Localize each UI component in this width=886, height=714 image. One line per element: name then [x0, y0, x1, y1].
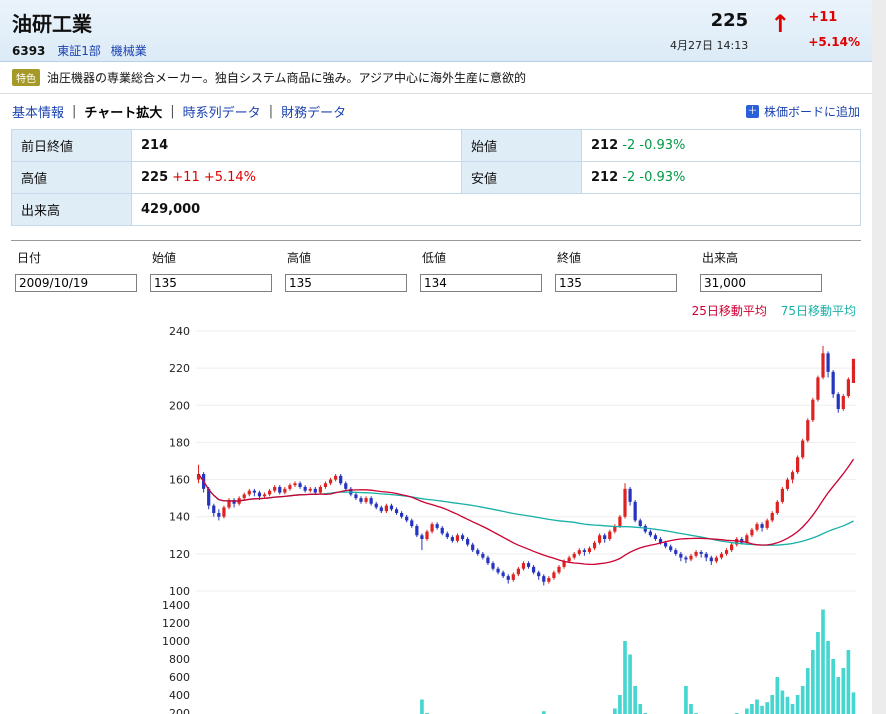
table-row: 高値 225 +11 +5.14% 安値 212 -2 -0.93%	[11, 161, 861, 194]
candles	[196, 345, 856, 586]
svg-text:140: 140	[169, 511, 190, 524]
open-value: 212	[591, 138, 619, 153]
tab-time-series[interactable]: 時系列データ	[182, 106, 261, 121]
high-input[interactable]	[285, 274, 407, 292]
svg-text:400: 400	[169, 689, 190, 702]
stock-identity: 油研工業 6393 東証1部 機械業	[12, 8, 153, 59]
quote-datetime: 4月27日 14:13	[670, 39, 749, 52]
svg-text:200: 200	[169, 399, 190, 412]
up-arrow-icon: ↑	[770, 10, 791, 38]
volume-input[interactable]	[700, 274, 822, 292]
price-change: +11	[808, 10, 838, 25]
open-change: -2 -0.93%	[622, 138, 686, 153]
svg-text:220: 220	[169, 362, 190, 375]
svg-text:1400: 1400	[162, 599, 190, 612]
svg-text:240: 240	[169, 325, 190, 338]
current-price: 225	[710, 10, 749, 31]
quote-summary-table: 前日終値 214 始値 212 -2 -0.93% 高値 225 +11 +5.…	[11, 129, 861, 226]
high-label: 高値	[11, 161, 132, 194]
add-board-label: 株価ボードに追加	[763, 105, 860, 119]
entry-header-high: 高値	[287, 251, 312, 265]
low-value: 212	[591, 170, 619, 185]
high-change: +11 +5.14%	[172, 170, 257, 185]
grid	[196, 330, 856, 592]
nav-separator: |	[268, 104, 274, 119]
svg-text:100: 100	[169, 585, 190, 598]
feature-badge: 特色	[12, 69, 40, 86]
tab-basic-info[interactable]: 基本情報	[12, 106, 65, 121]
low-label: 安値	[461, 161, 582, 194]
prev-close-label: 前日終値	[11, 129, 132, 162]
data-entry-section: 日付 始値 高値 低値 終値 出来高	[11, 240, 861, 292]
entry-header-volume: 出来高	[702, 251, 739, 265]
add-board-icon: ＋	[745, 105, 759, 118]
close-input[interactable]	[555, 274, 677, 292]
svg-text:180: 180	[169, 436, 190, 449]
quote-block: 225 4月27日 14:13 ↑ +11 +5.14%	[670, 8, 860, 53]
volume-value: 429,000	[141, 202, 201, 217]
svg-text:600: 600	[169, 671, 190, 684]
tab-financial[interactable]: 財務データ	[281, 106, 347, 121]
stock-code: 6393	[12, 44, 46, 58]
high-value: 225	[141, 170, 169, 185]
table-row: 出来高 429,000	[11, 193, 861, 226]
open-label: 始値	[461, 129, 582, 162]
header: 油研工業 6393 東証1部 機械業 225 4月27日 14:13 ↑ +11…	[0, 0, 872, 62]
volume-bars	[420, 609, 856, 714]
chart-legend: 25日移動平均 75日移動平均	[0, 302, 856, 319]
open-input[interactable]	[150, 274, 272, 292]
svg-text:160: 160	[169, 474, 190, 487]
svg-text:800: 800	[169, 653, 190, 666]
price-change-pct: +5.14%	[808, 35, 860, 49]
market-link[interactable]: 東証1部	[57, 44, 101, 58]
feature-text: 油圧機器の専業総合メーカー。独自システム商品に強み。アジア中心に海外生産に意欲的	[47, 71, 527, 85]
nav-separator: |	[72, 104, 77, 119]
industry-link[interactable]: 機械業	[110, 44, 147, 58]
moving-averages	[197, 458, 855, 566]
entry-header-date: 日付	[17, 251, 42, 265]
svg-text:200: 200	[169, 707, 190, 714]
svg-text:120: 120	[169, 548, 190, 561]
entry-header-low: 低値	[422, 251, 447, 265]
volume-label: 出来高	[11, 193, 132, 226]
entry-header-open: 始値	[152, 251, 177, 265]
add-to-board-link[interactable]: ＋ 株価ボードに追加	[745, 103, 860, 120]
nav-bar: 基本情報 | チャート拡大 | 時系列データ | 財務データ ＋ 株価ボードに追…	[0, 94, 872, 127]
date-input[interactable]	[15, 274, 137, 292]
tab-chart-expand[interactable]: チャート拡大	[84, 106, 163, 121]
svg-text:1000: 1000	[162, 635, 190, 648]
prev-close-value: 214	[141, 138, 169, 153]
nav-separator: |	[170, 104, 175, 119]
stock-chart: 240 220 200 180 160 140 120 100 1400 1200 1000 800 6…	[148, 323, 872, 714]
legend-ma75: 75日移動平均	[780, 304, 856, 318]
svg-text:1200: 1200	[162, 617, 190, 630]
stock-name: 油研工業	[12, 12, 92, 36]
legend-ma25: 25日移動平均	[691, 304, 767, 318]
entry-header-close: 終値	[557, 251, 582, 265]
low-input[interactable]	[420, 274, 542, 292]
low-change: -2 -0.93%	[622, 170, 686, 185]
table-row: 前日終値 214 始値 212 -2 -0.93%	[11, 129, 861, 162]
feature-row: 特色 油圧機器の専業総合メーカー。独自システム商品に強み。アジア中心に海外生産に…	[0, 62, 872, 94]
